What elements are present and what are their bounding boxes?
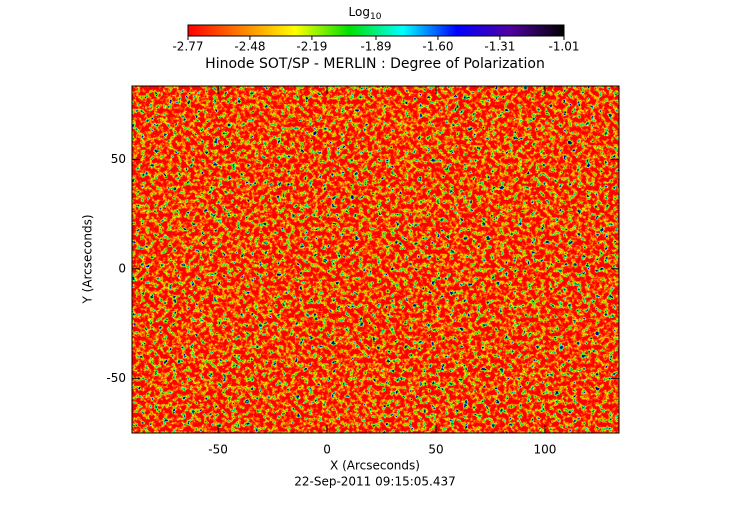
colorbar-tick-label: -1.31 xyxy=(484,40,515,54)
heatmap-image xyxy=(132,86,619,433)
y-tick-label: 50 xyxy=(111,152,126,166)
colorbar-tick-label: -1.01 xyxy=(548,40,579,54)
y-tick-label: -50 xyxy=(106,371,126,385)
x-tick-label: 0 xyxy=(323,443,331,457)
x-tick-label: -50 xyxy=(208,443,228,457)
colorbar-tick-label: -2.48 xyxy=(234,40,265,54)
x-tick-label: 50 xyxy=(428,443,443,457)
colorbar xyxy=(187,24,565,37)
colorbar-tick-label: -1.89 xyxy=(360,40,391,54)
y-axis-label: Y (Arcseconds) xyxy=(81,214,95,304)
y-tick-label: 0 xyxy=(118,261,126,275)
colorbar-tick-label: -2.77 xyxy=(172,40,203,54)
plot-frame xyxy=(131,85,620,434)
colorbar-tick-label: -2.19 xyxy=(296,40,327,54)
x-tick-label: 100 xyxy=(533,443,556,457)
chart-title: Hinode SOT/SP - MERLIN : Degree of Polar… xyxy=(205,56,545,72)
colorbar-label: Log10 xyxy=(349,5,382,22)
colorbar-tick-label: -1.60 xyxy=(422,40,453,54)
x-axis-label: X (Arcseconds) xyxy=(330,459,420,473)
timestamp: 22-Sep-2011 09:15:05.437 xyxy=(294,475,456,489)
